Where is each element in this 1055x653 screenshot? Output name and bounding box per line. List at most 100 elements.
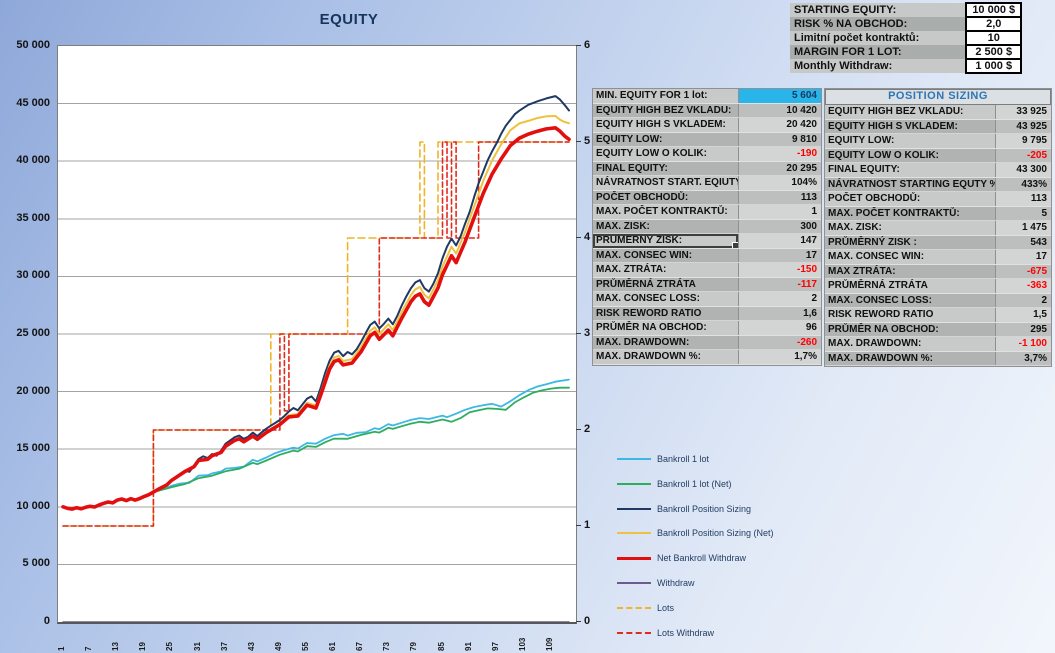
stats-ps-label-cell[interactable]: PRŮMĚRNÁ ZTRÁTA [828, 280, 928, 291]
stats-ps-label-cell[interactable]: PRŮMĚRNÝ ZISK : [828, 236, 917, 248]
stats-1lot-value-cell[interactable]: 20 420 [737, 118, 821, 132]
settings-label-cell[interactable]: STARTING EQUITY: [790, 3, 967, 17]
stats-1lot-label-cell[interactable]: EQUITY LOW: [596, 133, 663, 145]
stats-1lot-label-cell[interactable]: MAX. CONSEC LOSS: [596, 293, 700, 304]
legend-item[interactable]: Lots Withdraw [617, 626, 787, 640]
stats-1lot-value-cell[interactable]: -117 [737, 277, 821, 291]
settings-row: Monthly Withdraw: 1 000 $ [790, 59, 1021, 73]
stats-1lot-value-cell[interactable]: 300 [737, 219, 821, 233]
stats-ps-label-cell[interactable]: MAX. DRAWDOWN %: [828, 352, 933, 364]
stats-ps-label-cell[interactable]: MAX. CONSEC LOSS: [828, 294, 932, 306]
stats-1lot-label-cell[interactable]: MIN. EQUITY FOR 1 lot: [596, 90, 708, 101]
stats-ps-value-cell[interactable]: 2 [994, 293, 1051, 307]
stats-1lot-value-cell[interactable]: 5 604 [737, 89, 821, 103]
stats-ps-label-cell[interactable]: EQUITY HIGH S VKLADEM: [828, 120, 958, 132]
stats-ps-value-cell[interactable]: 43 300 [994, 163, 1051, 177]
settings-label-cell[interactable]: Monthly Withdraw: [790, 59, 967, 73]
stats-ps-value-cell[interactable]: -205 [994, 148, 1051, 162]
stats-ps-label-cell[interactable]: POČET OBCHODŮ: [828, 193, 921, 204]
stats-ps-label-cell[interactable]: MAX. CONSEC WIN: [828, 251, 925, 262]
stats-1lot-value-cell[interactable]: -260 [737, 335, 821, 349]
stats-ps-value-cell[interactable]: 1 475 [994, 221, 1051, 235]
stats-1lot-label-cell[interactable]: RISK REWORD RATIO [596, 307, 702, 319]
stats-ps-value-cell[interactable]: 17 [994, 250, 1051, 264]
stats-ps-value-cell[interactable]: 33 925 [994, 105, 1051, 119]
stats-1lot-label-cell[interactable]: MAX. DRAWDOWN: [596, 336, 690, 348]
legend-item[interactable]: Bankroll Position Sizing [617, 502, 787, 516]
stats-ps-label-cell[interactable]: FINAL EQUITY: [828, 164, 900, 175]
stats-1lot-label-cell[interactable]: MAX. CONSEC WIN: [596, 249, 693, 261]
stats-1lot-label-cell[interactable]: MAX. ZISK: [596, 220, 650, 232]
stats-1lot-label-cell[interactable]: EQUITY HIGH BEZ VKLADU: [596, 104, 732, 116]
stats-1lot-value-cell[interactable]: 20 295 [737, 161, 821, 175]
stats-1lot-row: EQUITY LOW O KOLIK: -190 [593, 147, 821, 162]
stats-ps-value-cell[interactable]: 43 925 [994, 119, 1051, 133]
stats-ps-label-cell[interactable]: EQUITY HIGH BEZ VKLADU: [828, 106, 964, 117]
stats-ps-label-cell[interactable]: MAX ZTRÁTA: [828, 265, 896, 277]
y-right-tick-label: 2 [584, 423, 591, 435]
legend-item[interactable]: Net Bankroll Withdraw [617, 551, 787, 565]
stats-1lot-value-cell[interactable]: 10 420 [737, 103, 821, 117]
settings-label-cell[interactable]: RISK % NA OBCHOD: [790, 17, 967, 31]
stats-ps-value-cell[interactable]: 3,7% [994, 351, 1051, 365]
stats-ps-label-cell[interactable]: MAX. DRAWDOWN: [828, 338, 922, 349]
stats-ps-label-cell[interactable]: EQUITY LOW O KOLIK: [828, 149, 939, 161]
stats-ps-label-cell[interactable]: NÁVRATNOST STARTING EQUTY %: [828, 178, 995, 190]
stats-ps-value-cell[interactable]: 5 [994, 206, 1051, 220]
stats-1lot-label-cell[interactable]: FINAL EQUITY: [596, 162, 668, 174]
stats-ps-value-cell[interactable]: 433% [994, 177, 1051, 191]
plot-area[interactable] [57, 45, 577, 624]
settings-value-cell[interactable]: 10 000 $ [966, 3, 1021, 17]
settings-value-cell[interactable]: 2,0 [966, 17, 1021, 31]
stats-1lot-label-cell[interactable]: EQUITY LOW O KOLIK: [596, 148, 707, 159]
stats-1lot-label-cell[interactable]: PRŮMĚRNÁ ZTRÁTA [596, 278, 696, 290]
stats-ps-value-cell[interactable]: 113 [994, 192, 1051, 206]
legend-item[interactable]: Lots [617, 601, 787, 615]
stats-1lot-value-cell[interactable]: 17 [737, 248, 821, 262]
stats-ps-label-cell[interactable]: EQUITY LOW: [828, 135, 895, 146]
stats-ps-label-cell[interactable]: RISK REWORD RATIO [828, 309, 934, 320]
stats-ps-label-cell[interactable]: PRŮMĚR NA OBCHOD: [828, 323, 939, 335]
stats-1lot-value-cell[interactable]: 9 810 [737, 132, 821, 146]
stats-ps-value-cell[interactable]: -1 100 [994, 337, 1051, 351]
stats-1lot-value-cell[interactable]: 96 [737, 321, 821, 335]
stats-1lot-value-cell[interactable]: 1,6 [737, 306, 821, 320]
settings-value-cell[interactable]: 1 000 $ [966, 59, 1021, 73]
legend-item[interactable]: Withdraw [617, 576, 787, 590]
stats-1lot-label-cell[interactable]: MAX. ZTRÁTA: [596, 264, 667, 275]
stats-ps-label-cell[interactable]: MAX. POČET KONTRAKTŮ: [828, 207, 960, 219]
legend-label: Bankroll 1 lot (Net) [657, 478, 732, 489]
stats-1lot-label-cell[interactable]: PRŮMĚRNÝ ZISK: [593, 234, 738, 248]
stats-ps-header[interactable]: POSITION SIZING [825, 89, 1051, 105]
stats-1lot-value-cell[interactable]: 1 [737, 205, 821, 219]
stats-1lot-value-cell[interactable]: 113 [737, 190, 821, 204]
stats-ps-value-cell[interactable]: 295 [994, 322, 1051, 336]
settings-label-cell[interactable]: Limitní počet kontraktů: [790, 31, 967, 45]
stats-ps-label-cell[interactable]: MAX. ZISK: [828, 222, 882, 233]
stats-1lot-label-cell[interactable]: PRŮMĚR NA OBCHOD: [596, 322, 707, 333]
legend-item[interactable]: Bankroll Position Sizing (Net) [617, 526, 787, 540]
stats-1lot-label-cell[interactable]: EQUITY HIGH S VKLADEM: [596, 119, 726, 130]
stats-1lot-value-cell[interactable]: 104% [737, 176, 821, 190]
stats-ps-value-cell[interactable]: 543 [994, 235, 1051, 249]
stats-1lot-row: MIN. EQUITY FOR 1 lot: 5 604 [593, 89, 821, 104]
stats-1lot-value-cell[interactable]: -190 [737, 147, 821, 161]
settings-label-cell[interactable]: MARGIN FOR 1 LOT: [790, 45, 967, 59]
stats-1lot-value-cell[interactable]: 147 [737, 234, 821, 248]
stats-1lot-value-cell[interactable]: 2 [737, 292, 821, 306]
stats-1lot-value-cell[interactable]: 1,7% [737, 350, 821, 364]
legend-item[interactable]: Bankroll 1 lot [617, 452, 787, 466]
x-axis-tick-label: 79 [409, 642, 419, 651]
stats-1lot-label-cell[interactable]: MAX. POČET KONTRAKTŮ: [596, 206, 728, 217]
settings-value-cell[interactable]: 10 [966, 31, 1021, 45]
stats-1lot-label-cell[interactable]: NÁVRATNOST START. EQIUTY %: [596, 177, 738, 188]
stats-1lot-label-cell[interactable]: POČET OBCHODŮ: [596, 191, 689, 203]
stats-ps-value-cell[interactable]: -363 [994, 279, 1051, 293]
stats-ps-value-cell[interactable]: 9 795 [994, 134, 1051, 148]
stats-ps-value-cell[interactable]: 1,5 [994, 308, 1051, 322]
legend-item[interactable]: Bankroll 1 lot (Net) [617, 477, 787, 491]
settings-value-cell[interactable]: 2 500 $ [966, 45, 1021, 59]
stats-ps-value-cell[interactable]: -675 [994, 264, 1051, 278]
stats-1lot-value-cell[interactable]: -150 [737, 263, 821, 277]
stats-1lot-label-cell[interactable]: MAX. DRAWDOWN %: [596, 351, 701, 362]
